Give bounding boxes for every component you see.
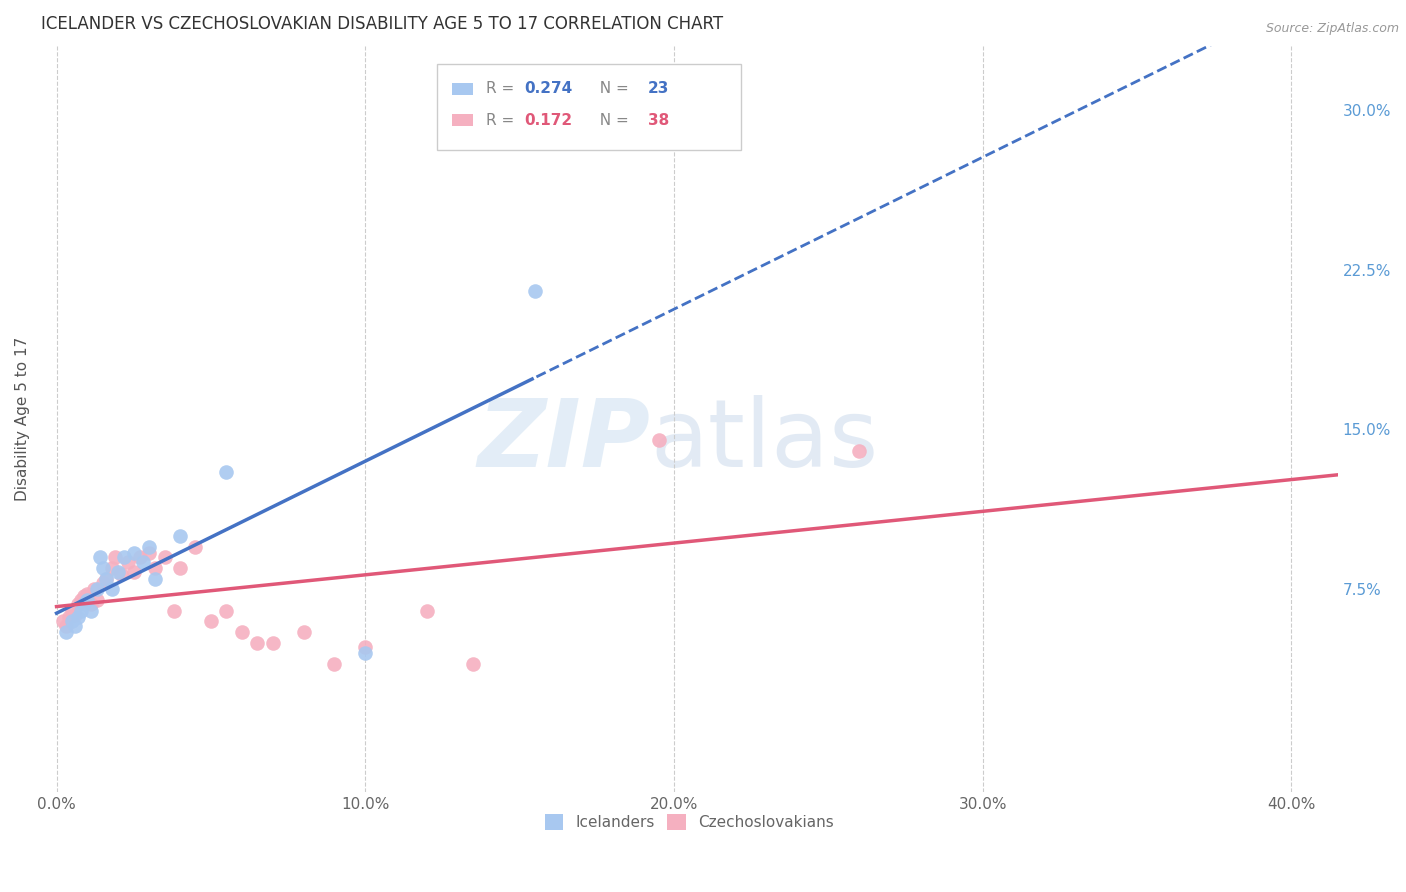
Point xyxy=(122,566,145,580)
Point xyxy=(848,443,870,458)
Point xyxy=(215,604,238,618)
Point xyxy=(231,625,253,640)
Point xyxy=(91,561,114,575)
Point xyxy=(76,593,98,607)
Text: R =: R = xyxy=(486,81,519,96)
Point xyxy=(132,555,155,569)
Point xyxy=(73,589,96,603)
Point xyxy=(138,540,160,554)
Point xyxy=(138,546,160,560)
Point xyxy=(246,636,269,650)
Point xyxy=(354,640,377,654)
Legend: Icelanders, Czechoslovakians: Icelanders, Czechoslovakians xyxy=(538,808,839,837)
Text: R =: R = xyxy=(486,112,519,128)
Point xyxy=(86,593,108,607)
Point xyxy=(647,433,669,447)
Point xyxy=(91,576,114,591)
Point xyxy=(60,604,83,618)
Point xyxy=(107,566,129,580)
Point xyxy=(83,582,105,597)
Point xyxy=(104,550,127,565)
Point xyxy=(323,657,346,671)
Point xyxy=(143,561,166,575)
Text: 23: 23 xyxy=(648,81,669,96)
Point xyxy=(184,540,207,554)
Point xyxy=(163,604,186,618)
Point xyxy=(354,646,377,660)
Point xyxy=(86,582,108,597)
FancyBboxPatch shape xyxy=(453,83,472,95)
Point xyxy=(70,604,93,618)
Point xyxy=(67,597,90,611)
FancyBboxPatch shape xyxy=(453,114,472,127)
Point xyxy=(63,618,86,632)
Point xyxy=(110,567,132,582)
Point xyxy=(63,607,86,622)
Text: ICELANDER VS CZECHOSLOVAKIAN DISABILITY AGE 5 TO 17 CORRELATION CHART: ICELANDER VS CZECHOSLOVAKIAN DISABILITY … xyxy=(41,15,723,33)
Point xyxy=(262,636,284,650)
Point xyxy=(79,604,101,618)
Point xyxy=(73,597,96,611)
Point xyxy=(101,582,124,597)
Point xyxy=(52,615,75,629)
Text: N =: N = xyxy=(589,81,633,96)
Point xyxy=(76,587,98,601)
Point xyxy=(58,610,80,624)
Point xyxy=(524,284,547,298)
Point xyxy=(169,529,191,543)
Text: Source: ZipAtlas.com: Source: ZipAtlas.com xyxy=(1265,22,1399,36)
FancyBboxPatch shape xyxy=(436,64,741,150)
Text: 0.274: 0.274 xyxy=(524,81,574,96)
Point xyxy=(79,597,101,611)
Point xyxy=(89,550,111,565)
Text: N =: N = xyxy=(589,112,633,128)
Point xyxy=(114,550,136,565)
Text: ZIP: ZIP xyxy=(478,395,651,487)
Point xyxy=(94,572,117,586)
Point xyxy=(128,550,150,565)
Point xyxy=(416,604,439,618)
Point xyxy=(67,610,90,624)
Text: 38: 38 xyxy=(648,112,669,128)
Point xyxy=(70,593,93,607)
Text: 0.172: 0.172 xyxy=(524,112,572,128)
Point xyxy=(169,561,191,575)
Point xyxy=(143,572,166,586)
Point xyxy=(215,465,238,479)
Text: atlas: atlas xyxy=(651,395,879,487)
Point xyxy=(55,625,77,640)
Point xyxy=(200,615,222,629)
Point xyxy=(463,657,485,671)
Point xyxy=(55,618,77,632)
Point xyxy=(101,561,124,575)
Point xyxy=(292,625,315,640)
Point xyxy=(122,546,145,560)
Point xyxy=(94,572,117,586)
Point xyxy=(60,615,83,629)
Y-axis label: Disability Age 5 to 17: Disability Age 5 to 17 xyxy=(15,336,30,501)
Point xyxy=(153,550,176,565)
Point xyxy=(117,555,139,569)
